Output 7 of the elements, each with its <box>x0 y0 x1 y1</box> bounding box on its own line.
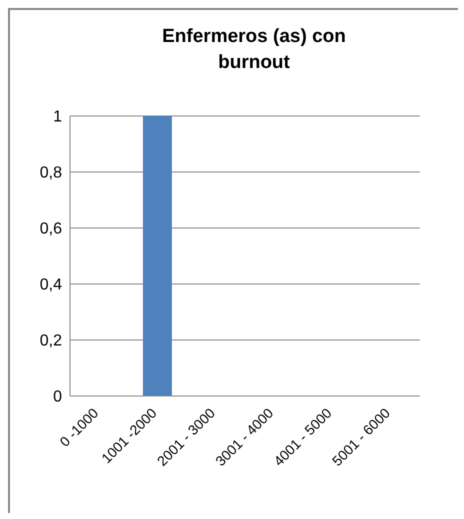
y-tick-label: 1 <box>53 108 62 126</box>
y-tick-label: 0,4 <box>40 276 62 294</box>
y-tick-label: 0,6 <box>40 220 62 238</box>
y-tick-label: 0,8 <box>40 164 62 182</box>
chart-title: Enfermeros (as) con burnout <box>161 25 347 75</box>
y-tick-label: 0,2 <box>40 332 62 350</box>
y-tick-label: 0 <box>53 388 62 406</box>
